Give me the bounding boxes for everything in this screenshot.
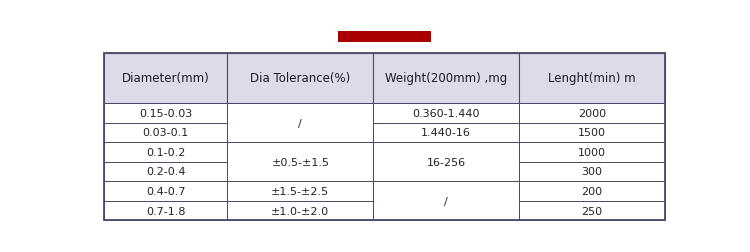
Text: /: / [298,118,302,128]
Text: 0.2-0.4: 0.2-0.4 [146,167,185,177]
Bar [227,104,374,143]
Bar [104,181,227,201]
Text: Weight(200mm) ,mg: Weight(200mm) ,mg [385,72,507,85]
Text: ±0.5-±1.5: ±0.5-±1.5 [272,157,329,167]
Text: 2000: 2000 [578,108,606,118]
Bar [104,104,227,123]
Text: 0.4-0.7: 0.4-0.7 [146,186,185,196]
Bar [374,104,519,123]
Text: 1500: 1500 [578,128,606,138]
Text: 250: 250 [581,206,602,216]
Bar [104,123,227,143]
Bar [519,104,664,123]
Text: ±1.5-±2.5: ±1.5-±2.5 [272,186,329,196]
Bar [104,143,227,162]
Text: 0.1-0.2: 0.1-0.2 [146,147,185,157]
Text: 300: 300 [581,167,602,177]
Bar [519,181,664,201]
Text: 0.360-1.440: 0.360-1.440 [413,108,480,118]
Text: ±1.0-±2.0: ±1.0-±2.0 [272,206,329,216]
Bar [374,181,519,220]
Bar [104,53,664,221]
Bar [227,53,374,104]
Bar [104,53,227,104]
Bar [519,53,664,104]
Text: 0.15-0.03: 0.15-0.03 [140,108,193,118]
Text: /: / [444,196,448,206]
Text: Dia Tolerance(%): Dia Tolerance(%) [251,72,350,85]
Bar [519,143,664,162]
Text: 0.7-1.8: 0.7-1.8 [146,206,185,216]
Text: 0.03-0.1: 0.03-0.1 [142,128,189,138]
Bar [227,143,374,181]
Text: Diameter(mm): Diameter(mm) [122,72,210,85]
Bar [227,201,374,220]
Bar [374,143,519,181]
Bar [519,123,664,143]
Bar [227,181,374,201]
Text: 1.440-16: 1.440-16 [421,128,471,138]
Text: Lenght(min) m: Lenght(min) m [548,72,635,85]
Bar [104,201,227,220]
Bar [374,53,519,104]
Bar [104,162,227,181]
Bar [519,162,664,181]
Bar [338,32,430,43]
Text: 1000: 1000 [578,147,606,157]
Bar [519,201,664,220]
Bar [374,123,519,143]
Text: 200: 200 [581,186,602,196]
Text: 16-256: 16-256 [427,157,466,167]
